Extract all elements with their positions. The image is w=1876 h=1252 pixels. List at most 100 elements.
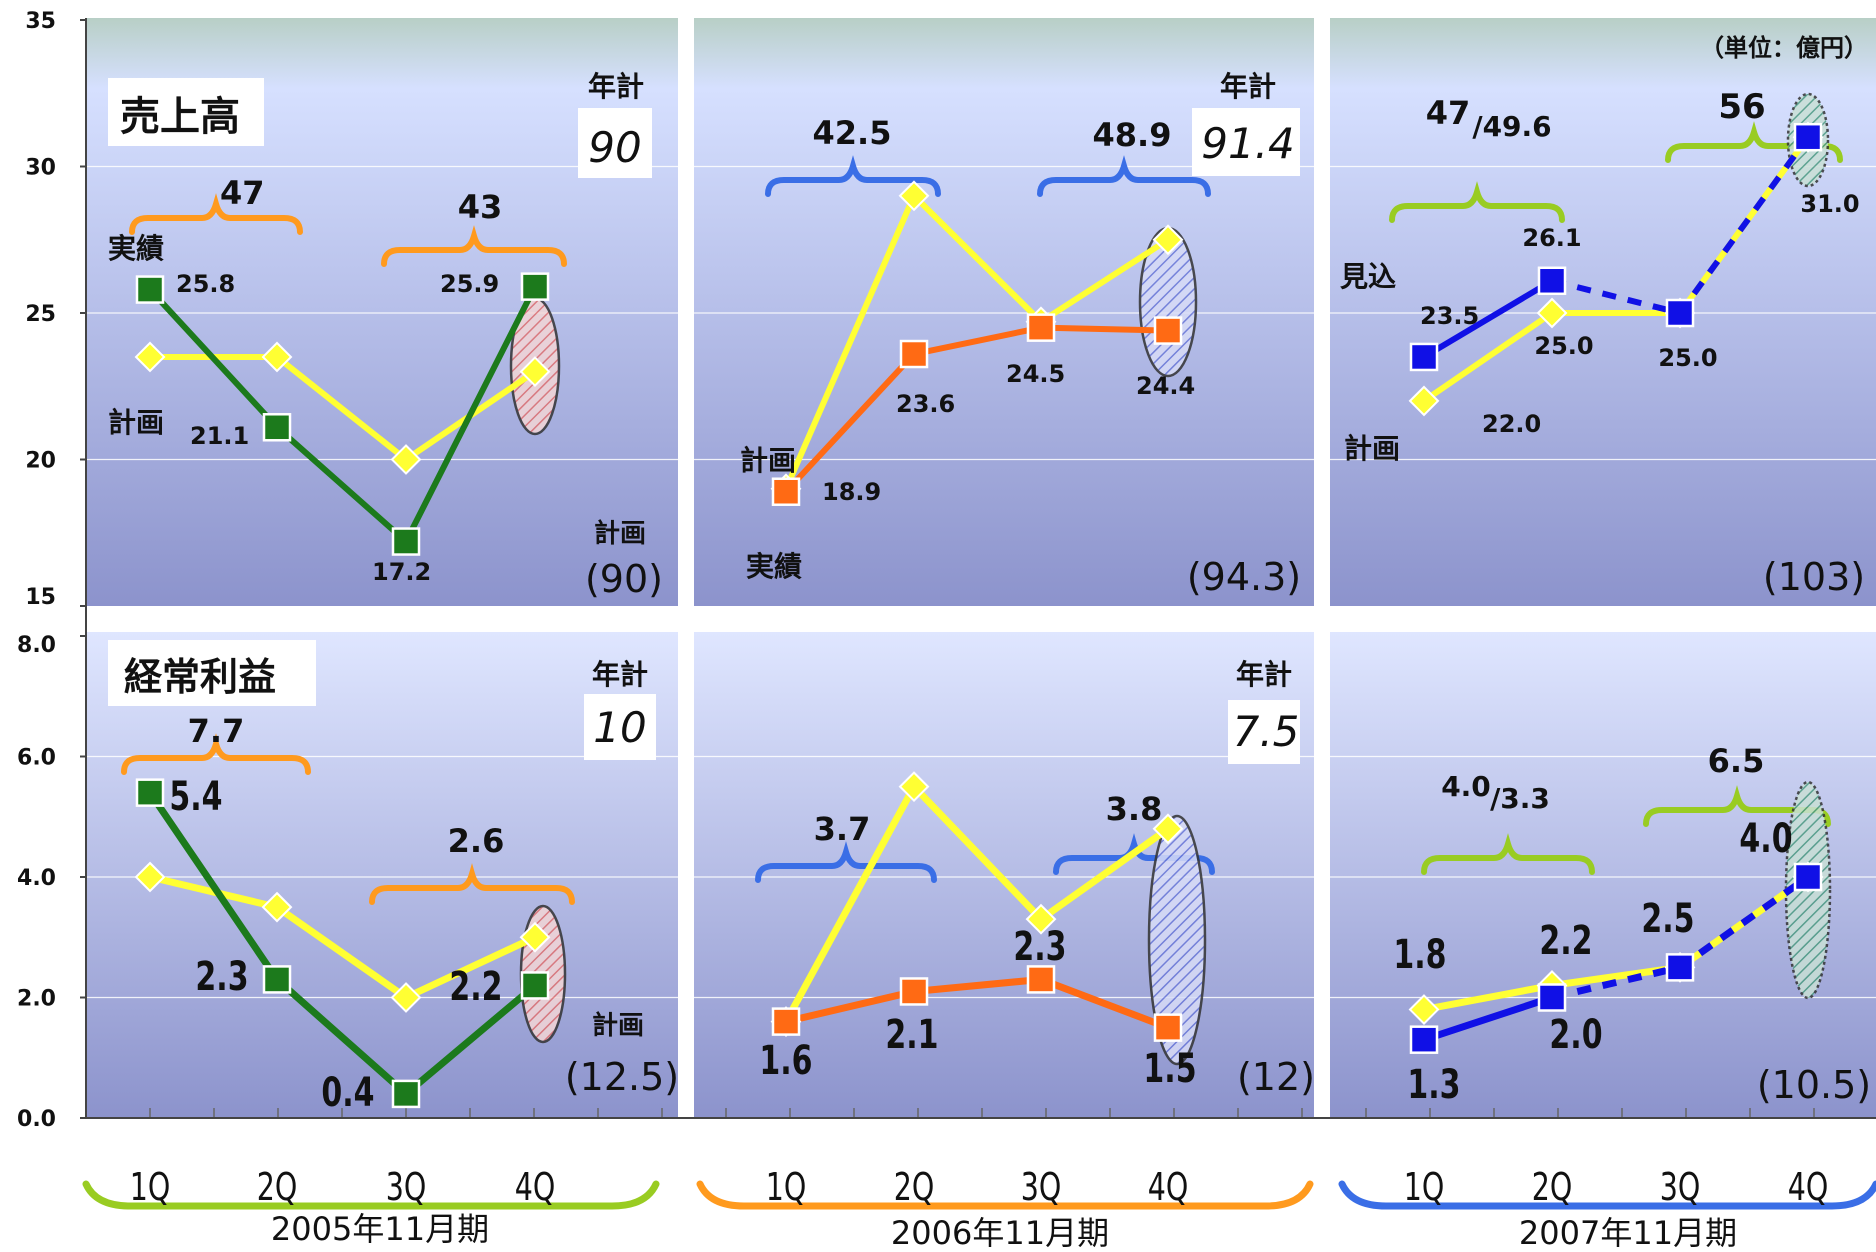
label-actual: 実績 — [746, 550, 802, 583]
y-tick-label: 0.0 — [17, 1107, 56, 1132]
value-label: 18.9 — [822, 478, 881, 506]
plan-point — [1025, 903, 1057, 935]
y-tick-label: 8.0 — [17, 633, 56, 658]
label-plan: 計画 — [108, 406, 164, 439]
y-tick-label: 6.0 — [17, 746, 56, 771]
actual-point — [135, 275, 165, 304]
forecast-point — [1537, 266, 1567, 296]
annual-total: 10 — [593, 703, 646, 752]
panel-separators — [86, 40, 1876, 1118]
plan-point — [1536, 297, 1568, 329]
annual-label: 年計 — [1236, 658, 1292, 691]
brace-h2-2006-profit — [1053, 833, 1215, 875]
value-label: 4.0 — [1739, 816, 1792, 862]
brace-h1-2005-sales — [129, 193, 303, 235]
half-total: 47 — [220, 174, 265, 212]
actual-line — [785, 975, 1170, 1031]
plan-line — [782, 783, 1171, 1024]
value-label: 26.1 — [1522, 224, 1581, 252]
value-label: 25.0 — [1534, 332, 1593, 360]
plan-total: (12.5) — [565, 1055, 679, 1099]
sales-header: 売上高 — [120, 94, 240, 140]
half-total: 3.8 — [1106, 790, 1163, 828]
actual-point — [520, 272, 550, 301]
plan-point — [1152, 813, 1184, 845]
value-label: 1.8 — [1393, 932, 1446, 978]
forecast-line — [1422, 994, 1554, 1043]
plan-point — [1408, 385, 1440, 417]
highlight-ellipse — [1147, 814, 1207, 1066]
label-plan: 計画 — [1344, 432, 1400, 465]
quarter-label: 2Q — [1532, 1165, 1573, 1209]
brace-h1-2007-profit — [1421, 833, 1595, 875]
actual-point — [391, 527, 421, 556]
brace-h2-2005-sales — [381, 225, 567, 267]
brace-h1-2007-sales — [1389, 181, 1565, 223]
plan-line — [783, 192, 1170, 491]
gridlines — [86, 165, 1876, 999]
half-total: 2.6 — [448, 822, 505, 860]
half-total: 47 — [1426, 94, 1471, 132]
annual-total: 7.5 — [1233, 707, 1300, 756]
value-label: 2.2 — [449, 964, 502, 1010]
actual-point — [899, 339, 929, 369]
quarter-label: 4Q — [1148, 1165, 1189, 1209]
period-brace — [696, 1180, 1314, 1210]
value-label: 1.6 — [759, 1038, 812, 1084]
label-plan: 計画 — [740, 444, 796, 477]
x-tick-marks — [149, 1108, 1815, 1118]
brace-h1-2006-sales — [765, 155, 941, 197]
plan-point — [134, 341, 166, 373]
y-tick-label: 4.0 — [17, 866, 56, 891]
quarter-label: 1Q — [766, 1165, 807, 1209]
quarter-label: 1Q — [1404, 1165, 1445, 1209]
period-brace — [1338, 1180, 1876, 1210]
annual-total: 91.4 — [1201, 119, 1295, 168]
label-actual: 実績 — [108, 232, 164, 265]
value-label: 1.3 — [1407, 1062, 1460, 1108]
actual-point — [262, 413, 292, 442]
brace-h1-2005-profit — [121, 733, 311, 775]
header-boxes — [108, 78, 1300, 764]
quarter-label: 2Q — [894, 1165, 935, 1209]
plan-caption: 計画 — [594, 518, 646, 549]
value-label: 23.6 — [896, 390, 955, 418]
value-label: 25.0 — [1658, 344, 1717, 372]
value-label: 23.5 — [1420, 302, 1479, 330]
brace-h1-2006-profit — [755, 841, 937, 883]
quarter-label: 4Q — [1788, 1165, 1829, 1209]
half-total: 48.9 — [1093, 116, 1172, 154]
value-label: 25.9 — [440, 270, 499, 298]
plan-point — [390, 982, 422, 1013]
half-total: 7.7 — [188, 712, 245, 750]
value-label: 5.4 — [169, 774, 222, 820]
panel-profit-2006 — [694, 632, 1314, 1118]
value-label: 21.1 — [190, 422, 249, 450]
plan-total: (12) — [1237, 1055, 1315, 1099]
value-label: 0.4 — [321, 1070, 374, 1116]
value-label: 2.3 — [195, 954, 248, 1000]
period-2005: 2005年11月期 — [271, 1210, 489, 1248]
forecast-point — [1537, 983, 1567, 1012]
forecast-point — [1665, 298, 1695, 328]
actual-point — [1153, 316, 1183, 345]
plan-point — [1152, 224, 1184, 256]
actual-point — [771, 477, 801, 506]
value-label: 2.1 — [885, 1012, 938, 1058]
actual-point — [1026, 313, 1056, 342]
half-total: 42.5 — [813, 114, 892, 152]
half-total: 6.5 — [1708, 742, 1765, 780]
actual-line — [147, 790, 538, 1098]
actual-point — [391, 1079, 421, 1109]
plan-caption: 計画 — [592, 1010, 644, 1041]
quarter-label: 3Q — [1660, 1165, 1701, 1209]
brace-h2-2006-sales — [1037, 155, 1211, 197]
quarter-label: 3Q — [386, 1165, 427, 1209]
half-total: /49.6 — [1472, 110, 1551, 143]
plan-total: (103) — [1763, 555, 1865, 599]
plan-point — [134, 861, 166, 893]
value-label: 2.3 — [1013, 924, 1066, 970]
annual-total: 90 — [588, 123, 641, 172]
value-label: 31.0 — [1800, 190, 1859, 218]
